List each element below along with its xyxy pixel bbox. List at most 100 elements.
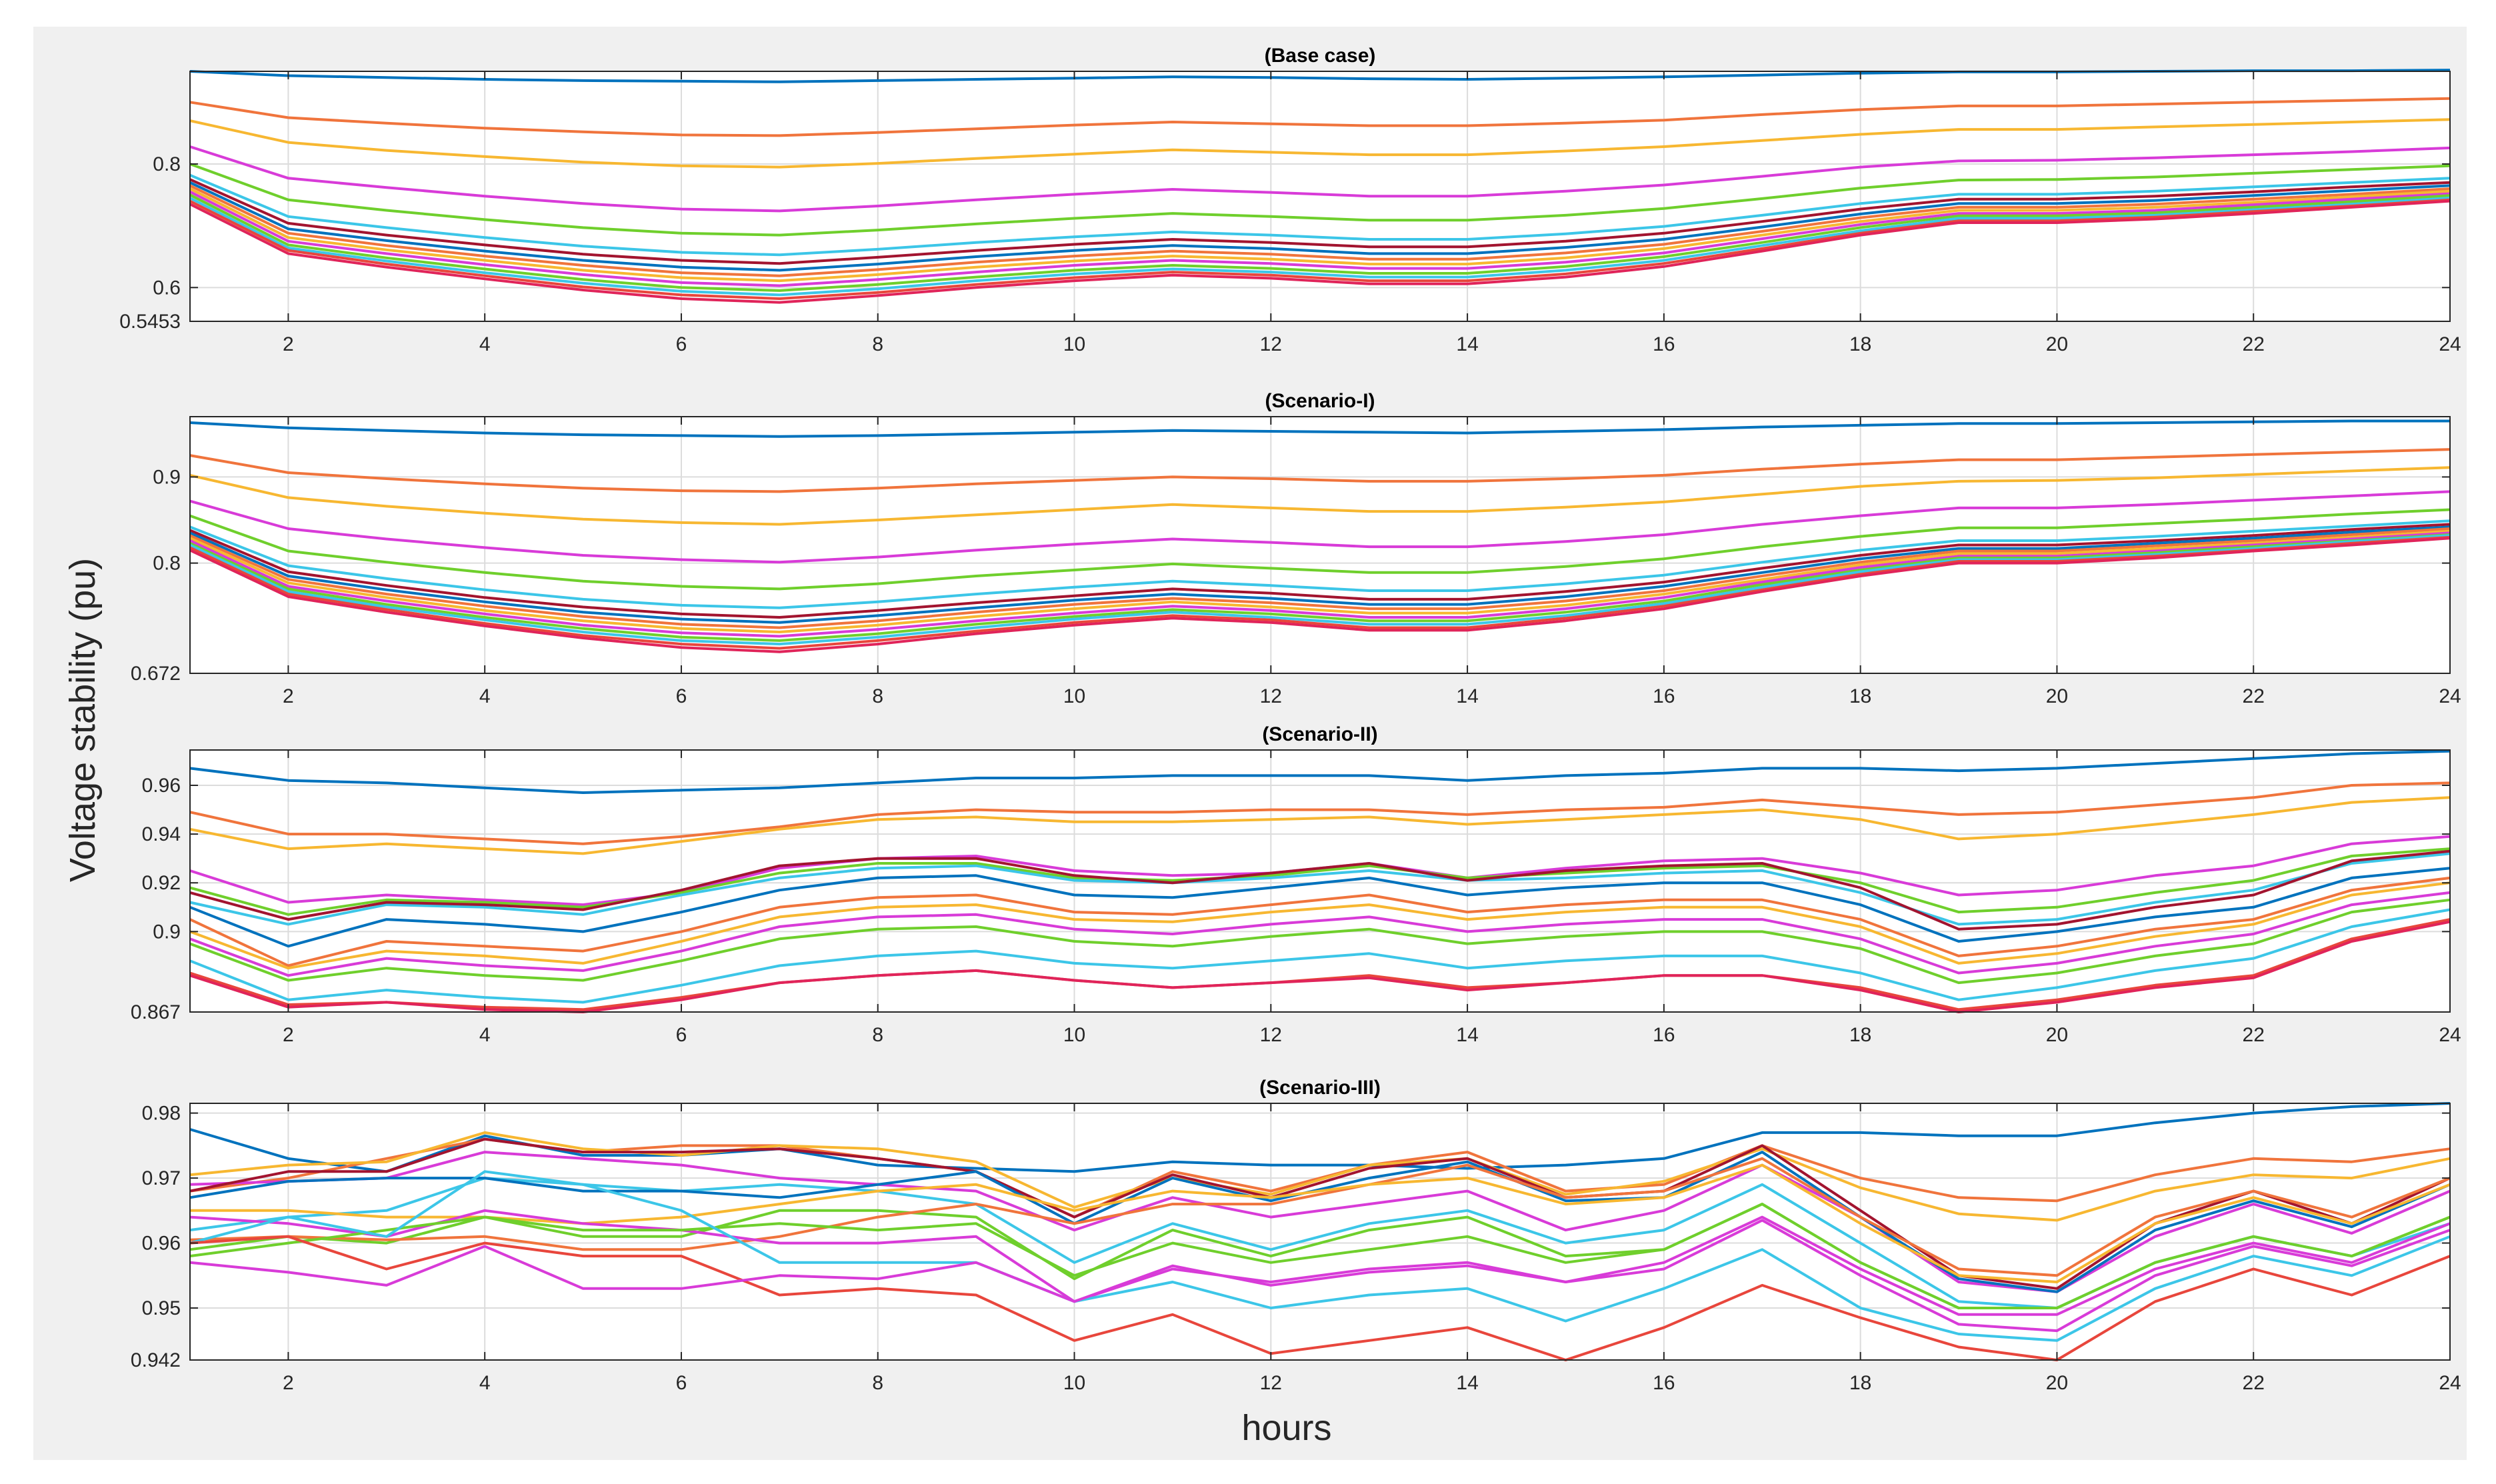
x-tick-label: 6	[676, 333, 687, 355]
y-tick-label: 0.867	[131, 1001, 181, 1023]
series-line-6	[189, 852, 2451, 926]
x-tick-label: 2	[283, 333, 294, 355]
series-line-8	[189, 525, 2451, 624]
series-line-5	[189, 847, 2451, 916]
y-tick-label: 0.5453	[119, 311, 181, 333]
series-line-1	[189, 749, 2451, 794]
series-line-7	[189, 849, 2451, 931]
series-line-13	[189, 534, 2451, 646]
x-tick-label: 18	[1849, 685, 1871, 707]
x-tick-label: 22	[2243, 333, 2265, 355]
x-tick-label: 20	[2046, 333, 2068, 355]
series-line-9	[189, 184, 2451, 277]
series-line-2	[189, 448, 2451, 493]
x-tick-label: 12	[1260, 685, 1282, 707]
x-tick-label: 6	[676, 1372, 687, 1394]
x-tick-label: 8	[872, 1024, 883, 1046]
series-line-15	[189, 199, 2451, 304]
series-line-9	[189, 527, 2451, 629]
series-line-12	[189, 193, 2451, 292]
series-line-13	[189, 908, 2451, 1004]
x-tick-label: 16	[1653, 1372, 1675, 1394]
axes-frame	[189, 416, 2451, 674]
y-tick-label: 0.8	[153, 553, 181, 575]
series-line-7	[189, 523, 2451, 619]
series-line-3	[189, 1131, 2451, 1222]
x-axis-label: hours	[1241, 1408, 1331, 1448]
series-line-8	[189, 181, 2451, 272]
figure-svg: Voltage stability (pu) hours 2 4 6 8 10 12 14 1…	[63, 45, 2461, 1448]
series-line-7	[189, 1137, 2451, 1290]
x-tick-label: 2	[283, 1024, 294, 1046]
figure-panel: Voltage stability (pu) hours 2 4 6 8 10 12 14 1…	[33, 27, 2467, 1460]
x-tick-label: 22	[2243, 1024, 2265, 1046]
y-tick-label: 0.6	[153, 277, 181, 299]
x-tick-label: 4	[479, 1372, 491, 1394]
y-axis-label: Voltage stability (pu)	[63, 558, 103, 882]
series-line-4	[189, 145, 2451, 213]
x-tick-label: 24	[2439, 1372, 2461, 1394]
x-tick-label: 10	[1063, 1372, 1085, 1394]
series-line-11	[189, 891, 2451, 977]
series-line-3	[189, 118, 2451, 169]
y-tick-label: 0.8	[153, 153, 181, 175]
x-tick-label: 14	[1456, 685, 1478, 707]
series-line-11	[189, 190, 2451, 287]
x-tick-label: 12	[1260, 333, 1282, 355]
x-tick-label: 8	[872, 1372, 883, 1394]
series-line-12	[189, 533, 2451, 642]
series-line-10	[189, 187, 2451, 283]
y-tick-label: 0.96	[142, 775, 181, 797]
y-tick-label: 0.9	[153, 921, 181, 943]
x-tick-label: 24	[2439, 1024, 2461, 1046]
x-tick-label: 10	[1063, 685, 1085, 707]
x-tick-label: 2	[283, 685, 294, 707]
x-tick-label: 24	[2439, 685, 2461, 707]
x-tick-label: 20	[2046, 685, 2068, 707]
series-line-11	[189, 1209, 2451, 1316]
subplot-4: 2 4 6 8 10 12 14 16 18 20 22 240.9420.950.960.970.9…	[131, 1077, 2461, 1394]
series-line-6	[189, 519, 2451, 609]
plot-area	[190, 1103, 2450, 1360]
plot-area	[190, 750, 2450, 1012]
x-tick-label: 4	[479, 1024, 491, 1046]
x-tick-label: 18	[1849, 333, 1871, 355]
x-tick-label: 16	[1653, 333, 1675, 355]
series-line-3	[189, 796, 2451, 855]
y-tick-label: 0.97	[142, 1167, 181, 1189]
x-tick-label: 18	[1849, 1024, 1871, 1046]
series-line-15	[189, 537, 2451, 653]
x-tick-label: 10	[1063, 1024, 1085, 1046]
series-line-9	[189, 1157, 2451, 1277]
subplot-title: (Scenario-II)	[1262, 723, 1377, 745]
subplot-3: 2 4 6 8 10 12 14 16 18 20 22 240.8670.90.920.940.96…	[131, 723, 2461, 1046]
x-tick-label: 16	[1653, 1024, 1675, 1046]
y-tick-label: 0.98	[142, 1103, 181, 1125]
series-line-14	[189, 1235, 2451, 1361]
x-tick-label: 2	[283, 1372, 294, 1394]
x-tick-label: 4	[479, 333, 491, 355]
axes-frame	[189, 71, 2451, 322]
axes-frame	[189, 1103, 2451, 1361]
subplot-2: 2 4 6 8 10 12 14 16 18 20 22 240.6720.80.9(Scenario…	[131, 390, 2461, 707]
series-line-13	[189, 197, 2451, 297]
series-line-12	[189, 1203, 2451, 1309]
y-tick-label: 0.95	[142, 1297, 181, 1319]
series-line-1	[189, 419, 2450, 438]
series-line-7	[189, 178, 2451, 265]
series-line-8	[189, 867, 2451, 948]
x-tick-label: 6	[676, 685, 687, 707]
y-tick-label: 0.92	[142, 872, 181, 894]
x-tick-label: 20	[2046, 1372, 2068, 1394]
y-tick-label: 0.9	[153, 466, 181, 488]
x-tick-label: 14	[1456, 1024, 1478, 1046]
x-tick-label: 20	[2046, 1024, 2068, 1046]
x-tick-label: 8	[872, 333, 883, 355]
series-line-15	[189, 1219, 2451, 1333]
series-line-5	[189, 508, 2451, 591]
series-line-11	[189, 531, 2451, 638]
series-line-2	[189, 97, 2451, 137]
series-line-6	[189, 173, 2451, 257]
x-tick-label: 14	[1456, 1372, 1478, 1394]
